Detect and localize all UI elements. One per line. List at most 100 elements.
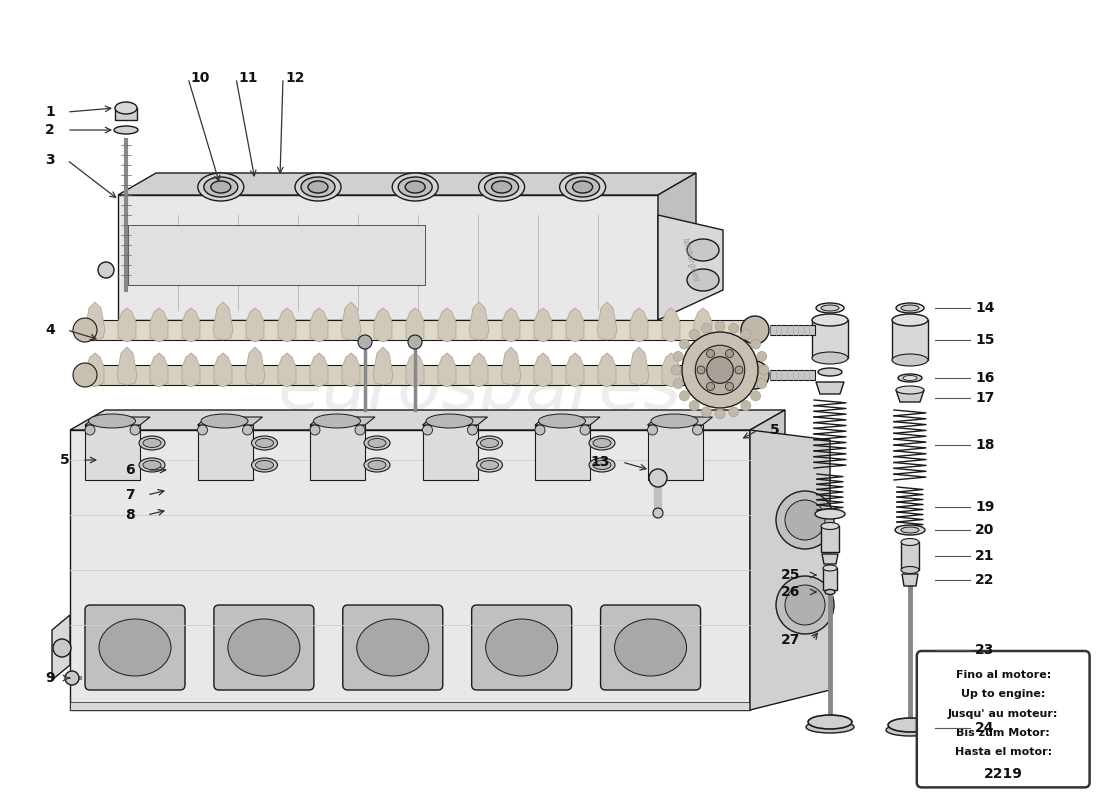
Ellipse shape xyxy=(476,458,503,472)
Circle shape xyxy=(673,351,683,362)
Circle shape xyxy=(130,425,140,435)
FancyBboxPatch shape xyxy=(601,605,701,690)
Circle shape xyxy=(741,330,751,339)
Ellipse shape xyxy=(901,566,918,574)
Circle shape xyxy=(73,318,97,342)
Ellipse shape xyxy=(481,461,498,470)
Ellipse shape xyxy=(485,177,518,197)
Ellipse shape xyxy=(812,352,848,364)
Ellipse shape xyxy=(776,576,834,634)
Ellipse shape xyxy=(688,269,719,291)
Bar xyxy=(770,370,815,380)
Circle shape xyxy=(726,382,734,390)
Polygon shape xyxy=(422,425,477,480)
Bar xyxy=(80,320,750,340)
FancyBboxPatch shape xyxy=(916,651,1090,787)
Polygon shape xyxy=(278,353,296,387)
Circle shape xyxy=(757,378,767,389)
Ellipse shape xyxy=(615,619,686,676)
Circle shape xyxy=(408,335,422,349)
Ellipse shape xyxy=(364,436,390,450)
Ellipse shape xyxy=(204,177,238,197)
Ellipse shape xyxy=(688,239,719,261)
Ellipse shape xyxy=(255,438,274,447)
Polygon shape xyxy=(118,195,658,320)
Ellipse shape xyxy=(816,303,844,313)
Text: 21: 21 xyxy=(975,549,994,563)
Polygon shape xyxy=(662,353,680,387)
Ellipse shape xyxy=(143,438,161,447)
Polygon shape xyxy=(694,353,712,387)
Text: 8: 8 xyxy=(125,508,135,522)
Ellipse shape xyxy=(364,458,390,472)
Circle shape xyxy=(580,425,590,435)
FancyBboxPatch shape xyxy=(85,605,185,690)
Ellipse shape xyxy=(368,461,386,470)
Text: 1: 1 xyxy=(45,105,55,119)
Ellipse shape xyxy=(252,436,277,450)
Circle shape xyxy=(695,346,745,394)
Polygon shape xyxy=(117,347,138,385)
Polygon shape xyxy=(406,353,424,387)
Circle shape xyxy=(422,425,432,435)
Ellipse shape xyxy=(252,458,277,472)
Polygon shape xyxy=(52,615,70,680)
Ellipse shape xyxy=(295,173,341,201)
Polygon shape xyxy=(469,302,490,340)
Ellipse shape xyxy=(895,525,925,535)
Polygon shape xyxy=(118,308,136,342)
Circle shape xyxy=(689,401,700,410)
Polygon shape xyxy=(630,308,648,342)
Polygon shape xyxy=(534,353,552,387)
Ellipse shape xyxy=(593,438,611,447)
Circle shape xyxy=(715,321,725,331)
Polygon shape xyxy=(198,417,263,425)
Ellipse shape xyxy=(201,414,248,428)
Ellipse shape xyxy=(821,305,839,311)
Ellipse shape xyxy=(308,181,328,193)
Circle shape xyxy=(741,401,751,410)
Circle shape xyxy=(671,365,681,375)
Ellipse shape xyxy=(812,314,848,326)
Ellipse shape xyxy=(143,461,161,470)
Text: Fino al motore:: Fino al motore: xyxy=(956,670,1050,680)
Polygon shape xyxy=(535,417,600,425)
Polygon shape xyxy=(648,425,703,480)
Circle shape xyxy=(693,425,703,435)
Ellipse shape xyxy=(114,126,138,134)
Ellipse shape xyxy=(896,386,924,394)
Ellipse shape xyxy=(901,538,918,546)
Circle shape xyxy=(680,339,690,349)
Ellipse shape xyxy=(903,375,917,381)
Bar xyxy=(823,568,837,590)
Circle shape xyxy=(750,391,760,401)
Text: 7: 7 xyxy=(125,488,135,502)
Bar xyxy=(770,325,815,335)
Circle shape xyxy=(759,365,769,375)
Text: 2: 2 xyxy=(45,123,55,137)
Text: 26: 26 xyxy=(781,585,800,599)
Polygon shape xyxy=(214,353,232,387)
Ellipse shape xyxy=(593,461,611,470)
Polygon shape xyxy=(750,410,785,710)
Polygon shape xyxy=(629,347,649,385)
Ellipse shape xyxy=(825,590,835,594)
Circle shape xyxy=(468,425,477,435)
Ellipse shape xyxy=(560,173,606,201)
Polygon shape xyxy=(598,353,616,387)
Ellipse shape xyxy=(896,303,924,313)
Circle shape xyxy=(728,323,738,333)
Polygon shape xyxy=(597,302,617,340)
Ellipse shape xyxy=(486,619,558,676)
Polygon shape xyxy=(438,353,456,387)
Ellipse shape xyxy=(492,181,512,193)
Polygon shape xyxy=(85,425,140,480)
Circle shape xyxy=(715,409,725,419)
Circle shape xyxy=(673,378,683,389)
Circle shape xyxy=(697,366,705,374)
Text: Up to engine:: Up to engine: xyxy=(961,690,1045,699)
Circle shape xyxy=(198,425,208,435)
Polygon shape xyxy=(310,308,328,342)
Text: 19: 19 xyxy=(975,500,994,514)
Text: lamborghini: lamborghini xyxy=(680,237,701,283)
